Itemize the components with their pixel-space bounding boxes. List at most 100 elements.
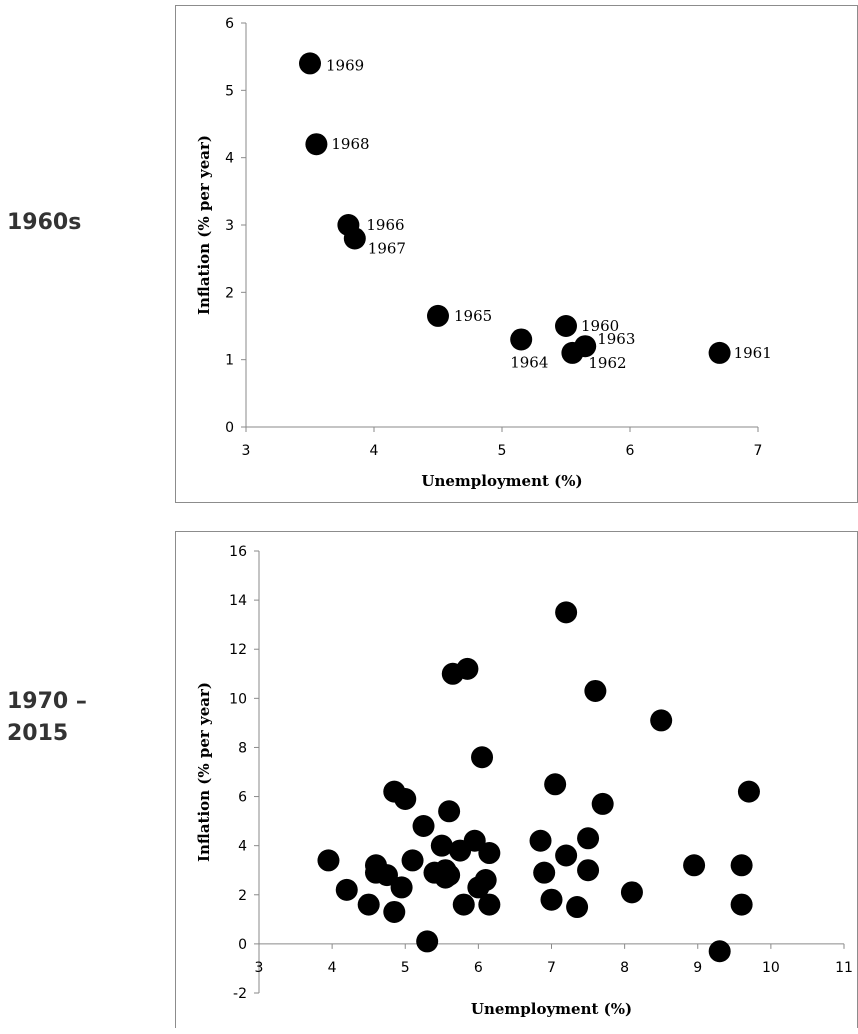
x-tick-label-1970-2015: 10 (762, 960, 780, 976)
data-point-1970-2015 (471, 746, 494, 769)
y-tick-label-1970-2015: 6 (238, 790, 247, 806)
data-point-1960s (555, 315, 577, 337)
scatter-chart-1970-2015: -2 0 2 4 6 8 10 12 14 16 3 4 5 6 7 8 9 10 11 Unemployment (… (195, 544, 853, 1018)
point-label-1963: 1963 (597, 330, 635, 348)
y-tick-label-1960s: 0 (225, 420, 234, 436)
data-point-1960s (708, 341, 731, 364)
data-point-1960s (574, 335, 597, 358)
data-point-1970-2015 (577, 827, 600, 850)
period-label-1960s: 1960s (7, 207, 81, 239)
data-point-1970-2015 (357, 893, 380, 916)
x-tick-label-1960s: 5 (498, 443, 507, 459)
data-point-1970-2015 (474, 869, 497, 892)
data-point-1970-2015 (540, 888, 563, 911)
point-label-1966: 1966 (366, 216, 404, 234)
data-point-1970-2015 (401, 849, 424, 872)
y-tick-label-1960s: 1 (225, 353, 234, 369)
data-point-1970-2015 (412, 815, 435, 838)
y-tick-label-1960s: 3 (225, 218, 234, 234)
y-tick-label-1970-2015: -2 (233, 986, 247, 1002)
x-tick-label-1970-2015: 5 (401, 960, 410, 976)
data-point-1970-2015 (390, 876, 413, 899)
point-label-1965: 1965 (454, 307, 492, 325)
y-axis-title-1970-2015: Inflation (% per year) (195, 682, 213, 862)
y-tick-label-1970-2015: 12 (229, 642, 247, 658)
data-point-1970-2015 (577, 859, 600, 882)
data-point-1970-2015 (438, 800, 461, 823)
y-tick-label-1970-2015: 0 (238, 937, 247, 953)
x-tick-label-1960s: 6 (626, 443, 635, 459)
point-label-1960: 1960 (581, 317, 619, 335)
y-tick-label-1970-2015: 14 (229, 593, 247, 609)
data-point-1970-2015 (335, 878, 358, 901)
x-axis-title-1970-2015: Unemployment (%) (471, 1000, 632, 1018)
period-label-line-1: 1970 – (7, 689, 87, 714)
data-point-1970-2015 (529, 829, 552, 852)
data-point-1970-2015 (555, 601, 578, 624)
y-axis-title-1960s: Inflation (% per year) (195, 135, 213, 315)
chart-frame-1970-2015: -2 0 2 4 6 8 10 12 14 16 3 4 5 6 7 8 9 10 11 Unemployment (… (175, 531, 858, 1028)
data-point-1960s (427, 304, 449, 327)
y-tick-label-1960s: 6 (225, 16, 234, 32)
data-point-1970-2015 (416, 930, 439, 953)
data-point-1970-2015 (544, 773, 567, 796)
point-label-1969: 1969 (326, 56, 364, 74)
data-point-1970-2015 (730, 893, 753, 916)
data-point-1960s (305, 133, 328, 156)
data-point-1970-2015 (555, 844, 578, 867)
data-point-1960s (510, 328, 533, 351)
data-point-1970-2015 (394, 788, 417, 811)
period-label-1960s-text: 1960s (7, 210, 82, 235)
data-point-1970-2015 (620, 881, 643, 904)
data-point-1970-2015 (584, 679, 607, 702)
period-label-1970-2015: 1970 – 2015 (7, 686, 87, 750)
x-tick-label-1970-2015: 7 (547, 960, 556, 976)
x-tick-label-1970-2015: 4 (328, 960, 337, 976)
data-point-1970-2015 (478, 842, 501, 865)
data-point-1970-2015 (375, 864, 398, 887)
data-point-1970-2015 (566, 896, 589, 919)
x-tick-label-1970-2015: 11 (835, 960, 853, 976)
y-tick-label-1970-2015: 4 (238, 839, 247, 855)
data-point-1970-2015 (452, 893, 475, 916)
x-tick-label-1970-2015: 8 (620, 960, 629, 976)
y-tick-label-1970-2015: 16 (229, 544, 247, 560)
x-tick-label-1960s: 7 (754, 443, 763, 459)
data-point-1970-2015 (650, 709, 673, 732)
x-tick-label-1970-2015: 3 (255, 960, 264, 976)
data-point-1970-2015 (708, 940, 731, 963)
x-tick-label-1960s: 4 (370, 443, 379, 459)
y-tick-label-1970-2015: 8 (238, 740, 247, 756)
point-label-1961: 1961 (734, 344, 772, 362)
data-point-1970-2015 (478, 893, 501, 916)
data-point-1960s (343, 227, 366, 250)
data-point-1970-2015 (456, 657, 479, 680)
y-tick-label-1960s: 5 (225, 83, 234, 99)
period-label-line-2: 2015 (7, 720, 69, 746)
y-tick-label-1970-2015: 10 (229, 691, 247, 707)
x-tick-label-1970-2015: 9 (693, 960, 702, 976)
data-point-1970-2015 (430, 834, 453, 857)
chart-frame-1960s: 0 1 2 3 4 5 6 3 4 5 6 7 Unemployment (%) Inflation (%… (175, 5, 858, 503)
point-label-1962: 1962 (588, 354, 626, 372)
x-tick-label-1970-2015: 6 (474, 960, 483, 976)
data-point-1970-2015 (737, 780, 760, 803)
point-label-1967: 1967 (368, 239, 406, 257)
data-point-1970-2015 (463, 829, 486, 852)
data-point-1960s (299, 52, 321, 75)
data-point-1970-2015 (730, 854, 753, 877)
y-tick-label-1960s: 4 (225, 151, 234, 167)
point-label-1964: 1964 (510, 353, 548, 371)
scatter-chart-1960s: 0 1 2 3 4 5 6 3 4 5 6 7 Unemployment (%) Inflation (%… (195, 16, 772, 490)
x-tick-label-1960s: 3 (242, 443, 251, 459)
y-tick-label-1960s: 2 (225, 285, 234, 301)
data-point-1970-2015 (591, 792, 614, 815)
x-axis-title-1960s: Unemployment (%) (421, 472, 582, 490)
y-tick-label-1970-2015: 2 (238, 888, 247, 904)
data-point-1970-2015 (438, 864, 461, 887)
data-point-1970-2015 (683, 854, 706, 877)
data-point-1970-2015 (533, 861, 556, 884)
point-label-1968: 1968 (331, 135, 369, 153)
data-point-1970-2015 (383, 900, 406, 923)
data-point-1970-2015 (317, 849, 340, 872)
